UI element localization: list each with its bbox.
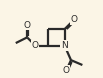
Text: O: O xyxy=(32,41,39,50)
Text: N: N xyxy=(61,41,68,50)
Text: O: O xyxy=(24,21,31,30)
Text: O: O xyxy=(71,15,78,24)
Text: O: O xyxy=(63,66,70,75)
